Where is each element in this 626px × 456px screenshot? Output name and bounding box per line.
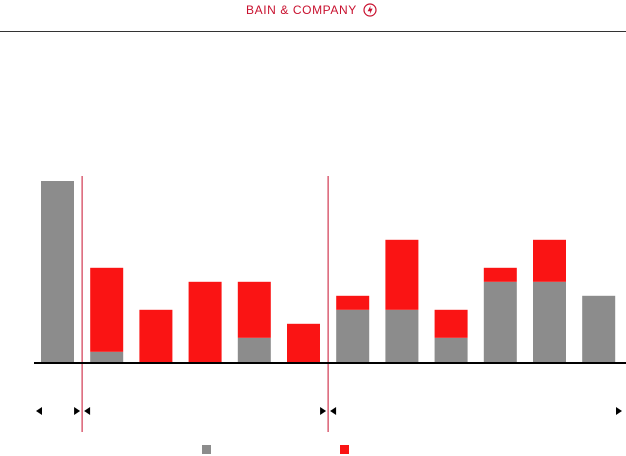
bar-red-2 (90, 267, 124, 352)
legend-swatch-red (340, 445, 349, 454)
bar-gray-1 (41, 181, 74, 363)
group-brackets (36, 407, 622, 415)
bar-red-7 (336, 295, 370, 310)
group-dividers (81, 176, 329, 432)
bar-gray-9 (434, 337, 468, 363)
legend-swatch-gray (202, 445, 211, 454)
group-2-right-arrow (320, 407, 327, 415)
logo-text: BAIN & COMPANY (246, 3, 357, 17)
group-1-right-arrow (74, 407, 81, 415)
bar-red-4 (188, 281, 222, 363)
legend (202, 445, 349, 454)
bar-gray-10 (483, 281, 517, 363)
bar-gray-11 (533, 281, 566, 363)
brand-logo: BAIN & COMPANY (246, 2, 377, 18)
group-1-left-arrow (36, 407, 42, 415)
bar-red-5 (237, 281, 271, 338)
group-3-left-arrow (330, 407, 337, 415)
group-3-right-arrow (616, 407, 622, 415)
header: BAIN & COMPANY (0, 0, 626, 32)
bar-gray-2 (90, 351, 124, 363)
bars-layer (41, 181, 616, 363)
bar-gray-12 (582, 295, 616, 363)
bar-gray-8 (385, 309, 419, 363)
bar-red-9 (434, 309, 468, 338)
bar-red-11 (533, 239, 566, 282)
bar-red-10 (483, 267, 517, 282)
bar-red-8 (385, 239, 419, 310)
bar-red-6 (287, 323, 320, 363)
bar-gray-5 (237, 337, 271, 363)
bain-compass-icon (363, 3, 377, 17)
bar-gray-7 (336, 309, 370, 363)
bar-red-3 (139, 309, 173, 363)
header-rule (0, 31, 626, 32)
group-2-left-arrow (84, 407, 91, 415)
